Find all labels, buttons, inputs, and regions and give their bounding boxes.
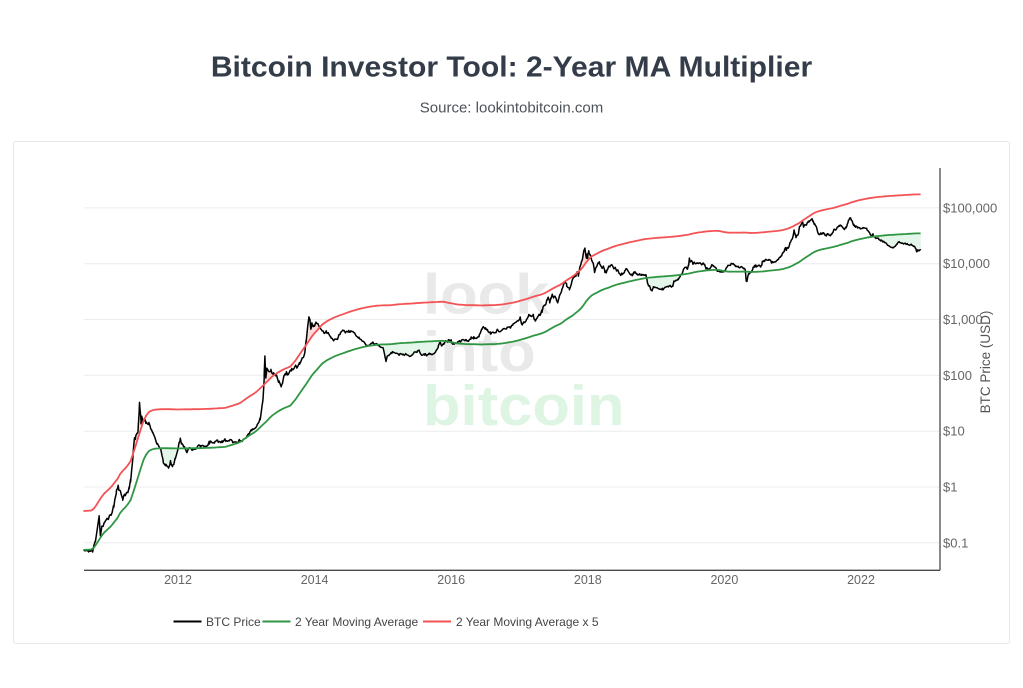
svg-text:$1,000: $1,000: [943, 312, 983, 327]
svg-text:$1: $1: [943, 480, 957, 495]
svg-text:$100,000: $100,000: [943, 200, 997, 215]
svg-text:into: into: [423, 322, 536, 384]
svg-text:2012: 2012: [164, 573, 192, 587]
svg-text:2020: 2020: [710, 573, 738, 587]
svg-text:2018: 2018: [574, 573, 602, 587]
svg-text:BTC Price (USD): BTC Price (USD): [978, 311, 993, 414]
svg-text:2022: 2022: [847, 573, 875, 587]
svg-text:2014: 2014: [301, 573, 329, 587]
svg-text:Bitcoin Investor Tool: 2-Year: Bitcoin Investor Tool: 2-Year MA Multipl…: [211, 51, 813, 83]
svg-text:$10: $10: [943, 424, 965, 439]
svg-text:$0.1: $0.1: [943, 535, 968, 550]
svg-text:BTC Price: BTC Price: [206, 615, 261, 629]
svg-text:look: look: [423, 264, 550, 326]
svg-text:2 Year Moving Average: 2 Year Moving Average: [295, 615, 419, 629]
svg-text:bitcoin: bitcoin: [423, 375, 625, 437]
svg-text:$10,000: $10,000: [943, 256, 990, 271]
svg-text:2016: 2016: [437, 573, 465, 587]
svg-text:$100: $100: [943, 368, 972, 383]
svg-text:2 Year Moving Average x 5: 2 Year Moving Average x 5: [456, 615, 599, 629]
svg-text:Source: lookintobitcoin.com: Source: lookintobitcoin.com: [420, 100, 603, 117]
